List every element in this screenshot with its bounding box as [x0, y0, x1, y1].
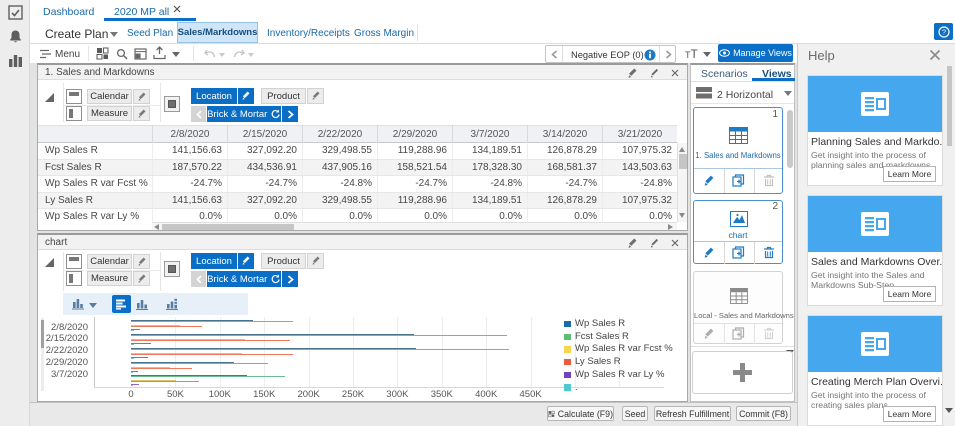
svg-text:?: ? [941, 27, 945, 36]
